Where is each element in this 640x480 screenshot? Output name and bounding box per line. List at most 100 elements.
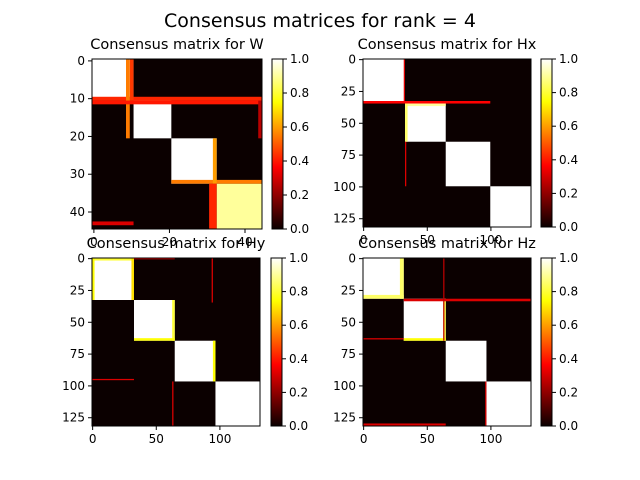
consensus-block [133,100,172,139]
panel-title: Consensus matrix for W [90,37,264,53]
colorbar-tick-label: 0.4 [290,154,309,168]
colorbar-tick-label: 0.8 [290,86,309,100]
consensus-streak [403,59,405,101]
colorbar-tick-label: 0.2 [290,188,309,202]
y-tick-label: 0 [348,53,356,67]
figure-title: Consensus matrices for rank = 4 [164,10,476,32]
consensus-streak [399,258,404,299]
consensus-streak [363,423,446,426]
x-tick-label: 0 [360,432,368,446]
consensus-streak [129,59,134,101]
consensus-streak [258,100,262,139]
consensus-block [215,381,260,426]
consensus-streak [131,258,134,300]
consensus-streak [92,258,134,261]
consensus-streak [405,103,408,142]
consensus-streak [211,258,213,303]
consensus-block [445,141,491,187]
colorbar [540,58,553,228]
x-tick-label: 20 [162,235,177,249]
colorbar-tick-label: 0.6 [290,120,309,134]
panel-title: Consensus matrix for Hx [358,37,537,53]
y-tick-label: 100 [333,379,356,393]
colorbar-tick-label: 0.2 [559,385,578,399]
consensus-streak [126,59,130,139]
consensus-block [490,186,531,227]
y-tick-label: 30 [70,167,85,181]
y-tick-label: 50 [341,315,356,329]
colorbar-tick-label: 1.0 [290,52,309,66]
y-tick-label: 125 [333,411,356,425]
consensus-block [216,183,262,229]
x-tick-label: 0 [360,233,368,247]
panel-title: Consensus matrix for Hz [358,236,536,252]
colorbar-tick-label: 0.0 [559,220,578,234]
consensus-streak [363,294,404,299]
consensus-streak [405,141,407,187]
consensus-streak [443,258,445,341]
y-tick-label: 0 [77,54,85,68]
consensus-block [405,101,446,142]
x-tick-label: 50 [420,233,435,247]
heatmap-frame [91,257,261,427]
y-tick-label: 125 [62,411,85,425]
consensus-streak [134,338,175,341]
y-tick-label: 50 [341,116,356,130]
y-tick-label: 20 [70,129,85,143]
x-tick-label: 50 [149,432,164,446]
colorbar [540,257,553,427]
colorbar-tick-label: 0.0 [290,222,309,236]
heatmap-frame [91,58,263,230]
y-tick-label: 25 [341,283,356,297]
colorbar-tick-label: 0.8 [559,285,578,299]
y-tick-label: 75 [341,347,356,361]
colorbar-tick-label: 0.6 [559,318,578,332]
consensus-streak [363,338,404,340]
x-tick-label: 100 [479,233,502,247]
colorbar-tick-label: 0.4 [559,352,578,366]
consensus-streak [92,221,134,226]
consensus-streak [485,381,487,426]
x-tick-label: 100 [479,432,502,446]
x-tick-label: 40 [237,235,252,249]
colorbar-tick-label: 0.0 [289,419,308,433]
consensus-block [363,59,405,101]
consensus-block [363,258,404,299]
heatmap-frame [362,257,532,427]
consensus-block [445,340,487,382]
y-tick-label: 10 [70,92,85,106]
consensus-block [486,381,531,426]
consensus-streak [172,300,175,341]
consensus-streak [403,338,446,341]
colorbar-tick-label: 0.6 [289,318,308,332]
panel-title: Consensus matrix for Hy [87,236,266,252]
consensus-streak [134,258,175,260]
consensus-streak [92,258,95,300]
colorbar [270,257,283,427]
consensus-block [174,340,216,382]
colorbar-tick-label: 0.8 [289,285,308,299]
consensus-streak [212,340,216,382]
colorbar-tick-label: 0.4 [289,352,308,366]
y-tick-label: 0 [77,252,85,266]
consensus-streak [92,96,262,101]
consensus-streak [92,100,262,105]
colorbar-tick-label: 1.0 [559,251,578,265]
heatmap-frame [362,58,532,228]
y-tick-label: 25 [70,283,85,297]
consensus-streak [405,103,446,107]
consensus-streak [212,138,217,184]
consensus-block [403,298,446,341]
colorbar-tick-label: 0.2 [289,385,308,399]
y-tick-label: 125 [333,212,356,226]
colorbar-tick-label: 1.0 [559,52,578,66]
y-tick-label: 25 [341,84,356,98]
y-tick-label: 100 [62,379,85,393]
y-tick-label: 100 [333,180,356,194]
y-tick-label: 0 [348,252,356,266]
consensus-streak [403,298,531,302]
